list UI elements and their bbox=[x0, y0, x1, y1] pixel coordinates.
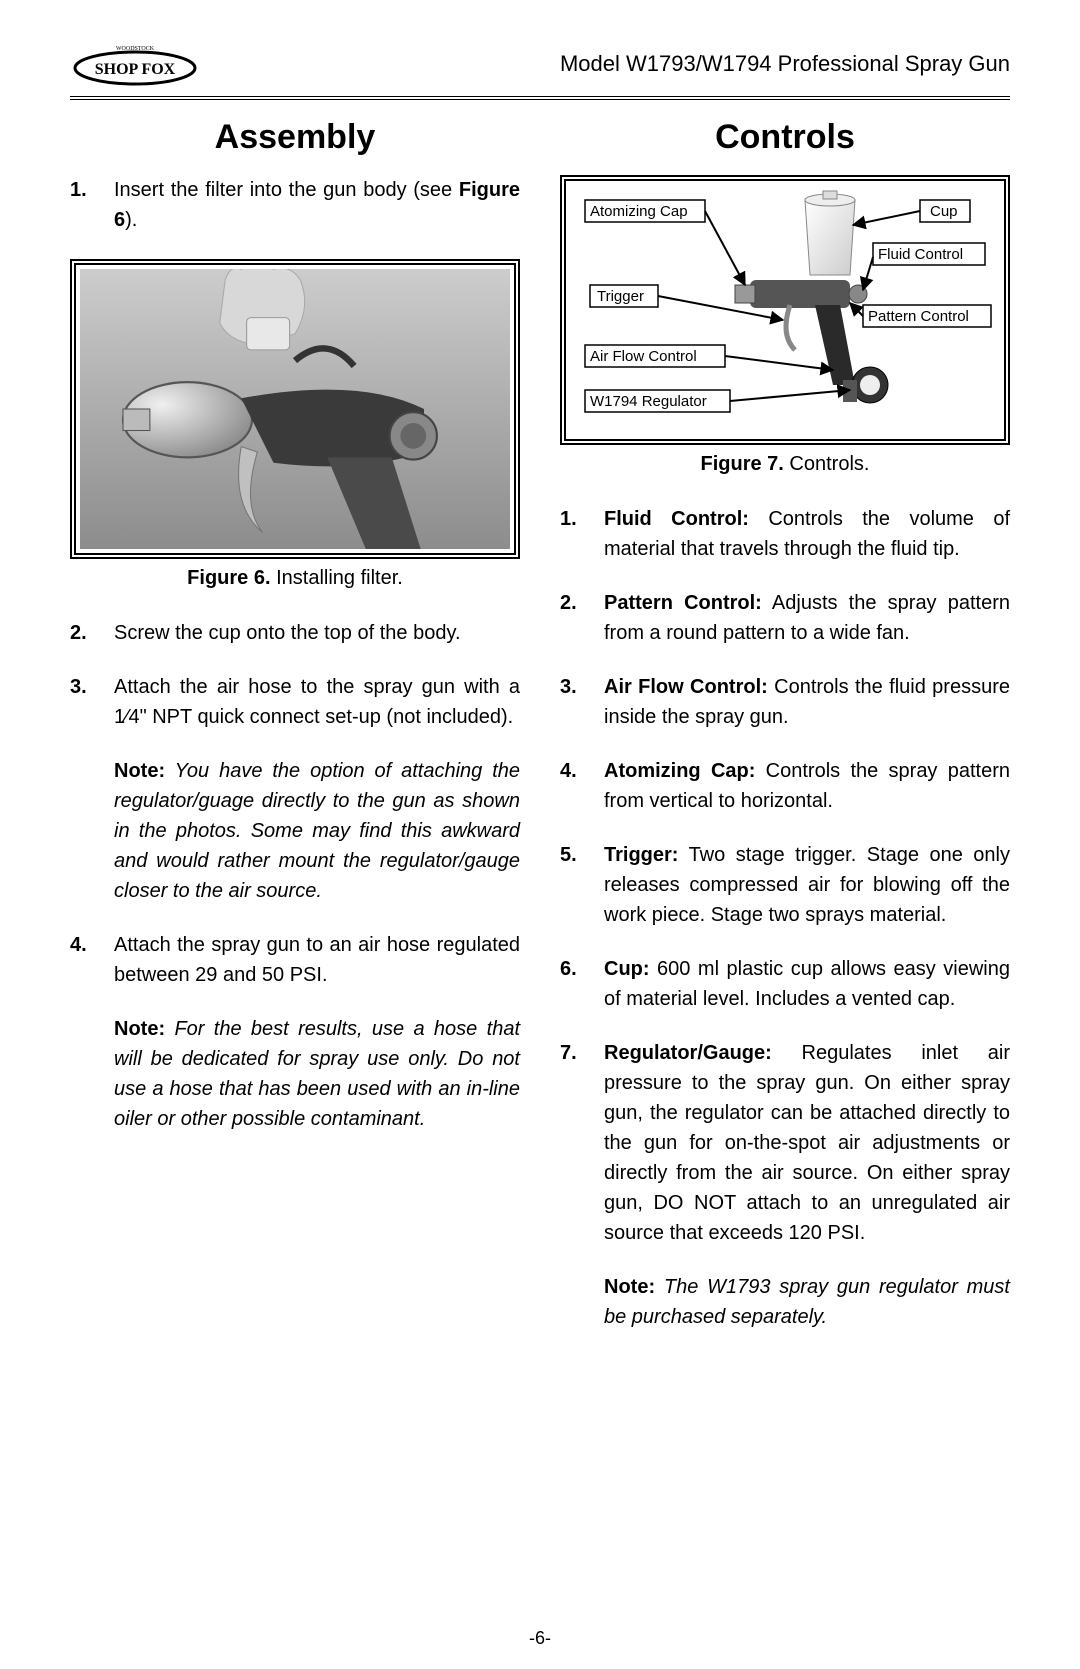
controls-item-3: 3. Air Flow Control: Controls the fluid … bbox=[560, 672, 1010, 732]
item-7-note: Note: The W1793 spray gun regulator must… bbox=[604, 1272, 1010, 1332]
item-number: 5. bbox=[560, 840, 604, 930]
figure-7-label: Figure 7. bbox=[701, 453, 784, 475]
item-term: Atomizing Cap: bbox=[604, 760, 755, 782]
note-text: You have the option of attaching the reg… bbox=[114, 760, 520, 902]
item-term: Pattern Control: bbox=[604, 592, 762, 614]
assembly-step-2: 2. Screw the cup onto the top of the bod… bbox=[70, 618, 520, 648]
label-trigger: Trigger bbox=[597, 288, 644, 305]
figure-6-text: Installing filter. bbox=[271, 567, 403, 589]
step-number: 3. bbox=[70, 672, 114, 906]
note-text: For the best results, use a hose that wi… bbox=[114, 1018, 520, 1130]
figure-7-frame: Atomizing Cap Cup Fluid Control Trigger … bbox=[560, 175, 1010, 445]
note-label: Note: bbox=[114, 760, 165, 782]
controls-item-2: 2. Pattern Control: Adjusts the spray pa… bbox=[560, 588, 1010, 648]
item-number: 7. bbox=[560, 1038, 604, 1332]
step-number: 1. bbox=[70, 175, 114, 235]
step-body: Attach the spray gun to an air hose regu… bbox=[114, 930, 520, 1134]
figure-6-image bbox=[80, 269, 510, 549]
page-header: WOODSTOCK SHOP FOX Model W1793/W1794 Pro… bbox=[70, 40, 1010, 88]
controls-item-7: 7. Regulator/Gauge: Regulates inlet air … bbox=[560, 1038, 1010, 1332]
step-text-post: ). bbox=[125, 209, 137, 231]
assembly-step-1: 1. Insert the filter into the gun body (… bbox=[70, 175, 520, 235]
controls-column: Controls bbox=[560, 118, 1010, 1356]
step-text: Attach the air hose to the spray gun wit… bbox=[114, 676, 520, 728]
label-regulator: W1794 Regulator bbox=[590, 393, 707, 410]
item-number: 1. bbox=[560, 504, 604, 564]
assembly-title: Assembly bbox=[70, 118, 520, 157]
item-body: Cup: 600 ml plastic cup allows easy view… bbox=[604, 954, 1010, 1014]
header-divider bbox=[70, 96, 1010, 100]
item-body: Fluid Control: Controls the volume of ma… bbox=[604, 504, 1010, 564]
item-body: Trigger: Two stage trigger. Stage one on… bbox=[604, 840, 1010, 930]
item-term: Regulator/Gauge: bbox=[604, 1042, 772, 1064]
step-body: Insert the filter into the gun body (see… bbox=[114, 175, 520, 235]
controls-item-4: 4. Atomizing Cap: Controls the spray pat… bbox=[560, 756, 1010, 816]
model-title: Model W1793/W1794 Professional Spray Gun bbox=[560, 51, 1010, 77]
item-term: Fluid Control: bbox=[604, 508, 749, 530]
label-fluid-control: Fluid Control bbox=[878, 246, 963, 263]
step-3-note: Note: You have the option of attaching t… bbox=[114, 756, 520, 906]
controls-item-1: 1. Fluid Control: Controls the volume of… bbox=[560, 504, 1010, 564]
item-number: 4. bbox=[560, 756, 604, 816]
item-text: Regulates inlet air pressure to the spra… bbox=[604, 1042, 1010, 1244]
note-text: The W1793 spray gun regulator must be pu… bbox=[604, 1276, 1010, 1328]
item-term: Cup: bbox=[604, 958, 650, 980]
controls-item-6: 6. Cup: 600 ml plastic cup allows easy v… bbox=[560, 954, 1010, 1014]
assembly-column: Assembly 1. Insert the filter into the g… bbox=[70, 118, 520, 1356]
item-term: Trigger: bbox=[604, 844, 678, 866]
note-label: Note: bbox=[114, 1018, 165, 1040]
step-body: Attach the air hose to the spray gun wit… bbox=[114, 672, 520, 906]
assembly-step-3: 3. Attach the air hose to the spray gun … bbox=[70, 672, 520, 906]
figure-6-frame bbox=[70, 259, 520, 559]
item-text: 600 ml plastic cup allows easy viewing o… bbox=[604, 958, 1010, 1010]
controls-item-5: 5. Trigger: Two stage trigger. Stage one… bbox=[560, 840, 1010, 930]
figure-7-diagram: Atomizing Cap Cup Fluid Control Trigger … bbox=[570, 185, 1000, 435]
figure-6-caption: Figure 6. Installing filter. bbox=[70, 567, 520, 590]
note-label: Note: bbox=[604, 1276, 655, 1298]
shop-fox-logo: WOODSTOCK SHOP FOX bbox=[70, 40, 200, 88]
item-body: Air Flow Control: Controls the fluid pre… bbox=[604, 672, 1010, 732]
label-cup: Cup bbox=[930, 203, 958, 220]
item-number: 6. bbox=[560, 954, 604, 1014]
page-number: -6- bbox=[0, 1628, 1080, 1649]
figure-6-label: Figure 6. bbox=[187, 567, 270, 589]
step-text-pre: Insert the filter into the gun body (see bbox=[114, 179, 459, 201]
logo-top-text: WOODSTOCK bbox=[116, 46, 155, 52]
step-number: 4. bbox=[70, 930, 114, 1134]
step-body: Screw the cup onto the top of the body. bbox=[114, 618, 520, 648]
controls-title: Controls bbox=[560, 118, 1010, 157]
assembly-step-4: 4. Attach the spray gun to an air hose r… bbox=[70, 930, 520, 1134]
content-columns: Assembly 1. Insert the filter into the g… bbox=[70, 118, 1010, 1356]
item-body: Atomizing Cap: Controls the spray patter… bbox=[604, 756, 1010, 816]
label-atomizing-cap: Atomizing Cap bbox=[590, 203, 688, 220]
item-body: Regulator/Gauge: Regulates inlet air pre… bbox=[604, 1038, 1010, 1332]
item-number: 2. bbox=[560, 588, 604, 648]
controls-list: 1. Fluid Control: Controls the volume of… bbox=[560, 504, 1010, 1332]
step-4-note: Note: For the best results, use a hose t… bbox=[114, 1014, 520, 1134]
logo-main-text: SHOP FOX bbox=[95, 61, 176, 78]
assembly-steps: 1. Insert the filter into the gun body (… bbox=[70, 175, 520, 235]
item-number: 3. bbox=[560, 672, 604, 732]
label-pattern-control: Pattern Control bbox=[868, 308, 969, 325]
figure-7-text: Controls. bbox=[784, 453, 870, 475]
item-body: Pattern Control: Adjusts the spray patte… bbox=[604, 588, 1010, 648]
item-term: Air Flow Control: bbox=[604, 676, 768, 698]
step-text: Attach the spray gun to an air hose regu… bbox=[114, 934, 520, 986]
step-number: 2. bbox=[70, 618, 114, 648]
assembly-steps-cont: 2. Screw the cup onto the top of the bod… bbox=[70, 618, 520, 1134]
figure-7-caption: Figure 7. Controls. bbox=[560, 453, 1010, 476]
label-air-flow-control: Air Flow Control bbox=[590, 348, 697, 365]
